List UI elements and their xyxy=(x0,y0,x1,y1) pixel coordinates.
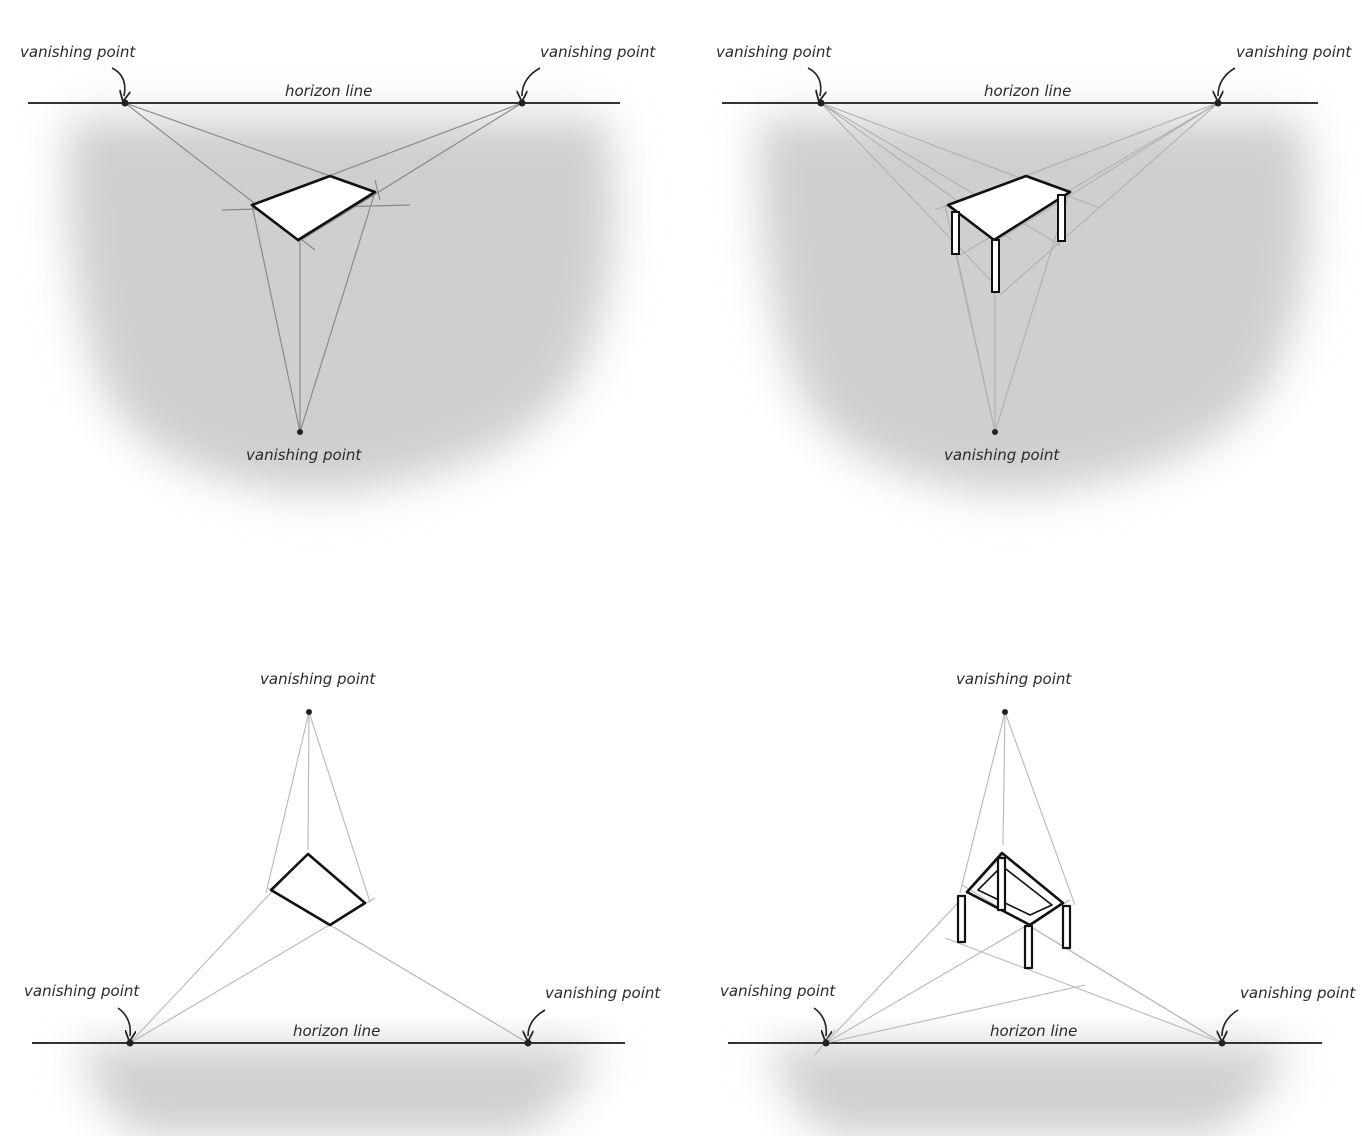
horizon-line-label: horizon line xyxy=(285,82,372,100)
vanishing-point-dot xyxy=(1218,1039,1226,1047)
table-top-inner xyxy=(977,865,1053,916)
vanishing-point-label: vanishing point xyxy=(1236,43,1352,61)
table-frame xyxy=(956,851,1072,970)
arrow-icon xyxy=(807,67,821,96)
table-leg xyxy=(951,211,960,255)
vanishing-point-dot xyxy=(524,1039,532,1047)
vanishing-point-dot xyxy=(518,99,526,107)
vanishing-point-dot xyxy=(1002,709,1008,715)
vanishing-point-dot xyxy=(822,1039,830,1047)
arrow-icon xyxy=(1218,67,1236,96)
vanishing-point-label: vanishing point xyxy=(20,43,136,61)
vanishing-point-label: vanishing point xyxy=(545,984,661,1002)
vanishing-point-label: vanishing point xyxy=(540,43,656,61)
panel-bottom-left: horizon line vanishing point vanishing p… xyxy=(24,670,661,1136)
vanishing-point-label: vanishing point xyxy=(260,670,376,688)
panel-top-left: horizon line vanishing point vanishing p… xyxy=(20,43,656,495)
arrow-icon xyxy=(111,67,125,96)
vanishing-point-label: vanishing point xyxy=(1240,984,1356,1002)
panel-bottom-right: horizon line vanishing point vanishing p… xyxy=(720,670,1356,1136)
table-top xyxy=(250,174,377,242)
table-leg xyxy=(1061,904,1072,950)
vanishing-point-label: vanishing point xyxy=(246,446,362,464)
table-leg xyxy=(996,856,1007,912)
vanishing-point-label: vanishing point xyxy=(24,982,140,1000)
horizon-line-label: horizon line xyxy=(293,1022,380,1040)
quad-outline xyxy=(269,852,367,927)
vanishing-point-label: vanishing point xyxy=(716,43,832,61)
arrow-icon xyxy=(522,67,541,96)
table-top-underside xyxy=(965,851,1065,927)
vanishing-point-dot xyxy=(306,709,312,715)
perspective-guides xyxy=(129,711,529,1044)
arrow-icon xyxy=(1222,1009,1239,1036)
table-leg xyxy=(1057,194,1066,242)
arrow-icon xyxy=(528,1009,546,1036)
horizon-line-label: horizon line xyxy=(990,1022,1077,1040)
table-top xyxy=(946,174,1072,242)
table-leg xyxy=(956,894,967,944)
vanishing-point-dot xyxy=(817,99,825,107)
horizon-line-label: horizon line xyxy=(984,82,1071,100)
shadow-area xyxy=(770,1045,1290,1136)
vanishing-point-dot xyxy=(1214,99,1222,107)
shadow-area xyxy=(80,1045,600,1136)
vanishing-point-dot xyxy=(126,1039,134,1047)
vanishing-point-dot xyxy=(121,99,129,107)
vanishing-point-dot xyxy=(992,429,998,435)
arrow-icon xyxy=(117,1007,130,1036)
vanishing-point-dot xyxy=(297,429,303,435)
vanishing-point-label: vanishing point xyxy=(944,446,1060,464)
panel-top-right: horizon line vanishing point vanishing p… xyxy=(716,43,1352,495)
table-legs xyxy=(951,194,1066,293)
vanishing-point-label: vanishing point xyxy=(956,670,1072,688)
table-leg xyxy=(1023,924,1034,970)
perspective-guides xyxy=(814,711,1223,1056)
shadow-area xyxy=(68,118,614,495)
vanishing-point-label: vanishing point xyxy=(720,982,836,1000)
perspective-guides xyxy=(124,102,523,433)
arrow-icon xyxy=(813,1007,826,1036)
table-leg xyxy=(991,239,1000,293)
